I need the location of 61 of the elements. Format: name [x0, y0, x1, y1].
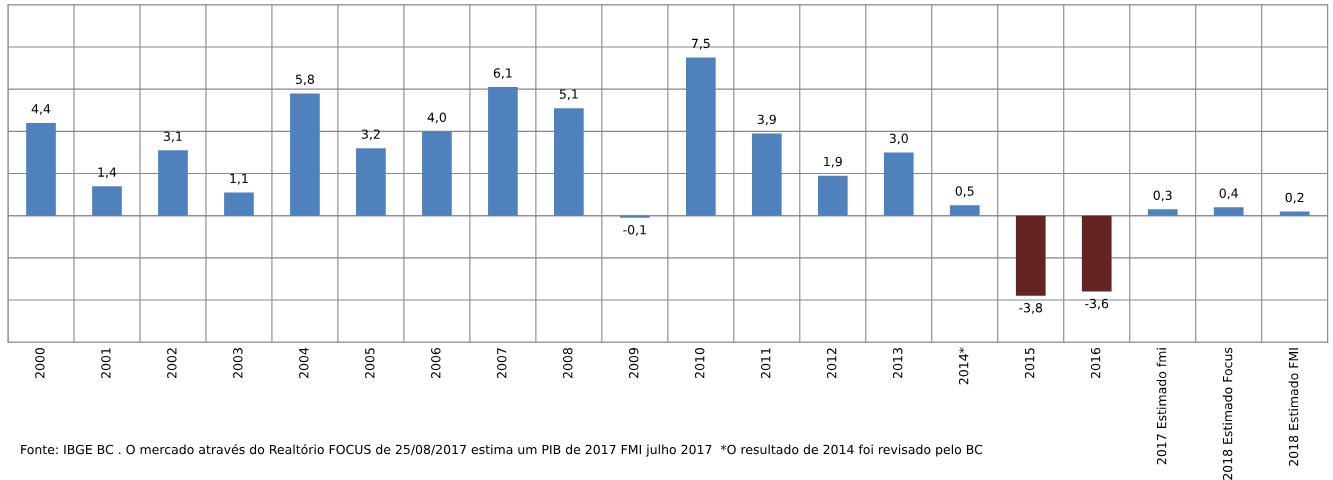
data-label: 0,4 [1219, 188, 1238, 200]
data-label: 0,5 [955, 186, 974, 198]
data-label: 3,9 [757, 114, 776, 126]
bar [1015, 215, 1046, 296]
bar [1213, 207, 1244, 216]
data-label: 1,4 [98, 167, 117, 179]
bar [751, 133, 782, 216]
data-label: -3,8 [1019, 303, 1043, 314]
data-label: 4,0 [427, 112, 446, 124]
x-tick-label: 2014* [958, 347, 969, 385]
data-label: 0,2 [1285, 192, 1304, 204]
bar [356, 148, 386, 216]
source-note: Fonte: IBGE BC . O mercado através do Realtório FOCUS de 25/08/2017 estima um PIB de 2017 FMI julho 2017 *O resultado de 2014 foi revisado pelo BC [21, 444, 983, 457]
x-tick-label: 2004 [299, 347, 309, 378]
data-label: 4,4 [31, 104, 51, 115]
bar [422, 131, 452, 216]
bar [949, 205, 980, 216]
bar [554, 108, 584, 216]
x-tick-label: 2013 [892, 348, 903, 378]
bar [1147, 209, 1178, 216]
data-label: 3,2 [361, 129, 380, 141]
bar [488, 87, 518, 216]
bar [817, 175, 848, 216]
x-tick-label: 2000 [35, 347, 45, 378]
x-tick-label: 2011 [760, 348, 771, 378]
x-tick-label: 2007 [497, 348, 507, 378]
x-tick-label: 2008 [563, 347, 573, 378]
bar [26, 122, 56, 216]
x-tick-label: 2017 Estimado fmi [1156, 348, 1167, 465]
bar [92, 186, 122, 216]
data-label: 5,8 [295, 74, 315, 86]
x-tick-label: 2010 [695, 347, 705, 378]
x-tick-label: 2002 [167, 348, 177, 378]
x-tick-label: 2016 [1090, 347, 1101, 378]
data-label: 1,9 [824, 156, 842, 168]
x-tick-label: 2005 [365, 348, 375, 378]
data-label: 1,1 [230, 173, 248, 185]
x-tick-label: 2003 [233, 348, 243, 378]
bar [685, 57, 716, 216]
data-label: 3,0 [889, 133, 908, 145]
x-tick-label: 2012 [826, 348, 837, 378]
bar [619, 215, 650, 218]
data-label: -3,6 [1085, 298, 1109, 310]
bar [158, 150, 188, 216]
data-label: 6,1 [493, 68, 512, 79]
data-label: 7,5 [691, 38, 710, 50]
bar [883, 152, 914, 216]
x-tick-label: 2015 [1024, 348, 1035, 378]
data-label: 3,1 [163, 131, 182, 143]
bar [224, 192, 254, 216]
data-label: 5,1 [559, 89, 578, 101]
x-tick-label: 2018 Estimado FMI [1288, 348, 1299, 466]
data-label: -0,1 [623, 224, 646, 236]
bar [290, 93, 320, 216]
bar [1081, 215, 1112, 292]
x-tick-label: 2001 [101, 348, 111, 378]
x-tick-label: 2006 [431, 347, 441, 378]
data-label: 0,3 [1153, 190, 1172, 202]
bar [1279, 211, 1310, 216]
x-tick-label: 2018 Estimado Focus [1222, 347, 1233, 480]
x-tick-label: 2009 [629, 347, 639, 378]
